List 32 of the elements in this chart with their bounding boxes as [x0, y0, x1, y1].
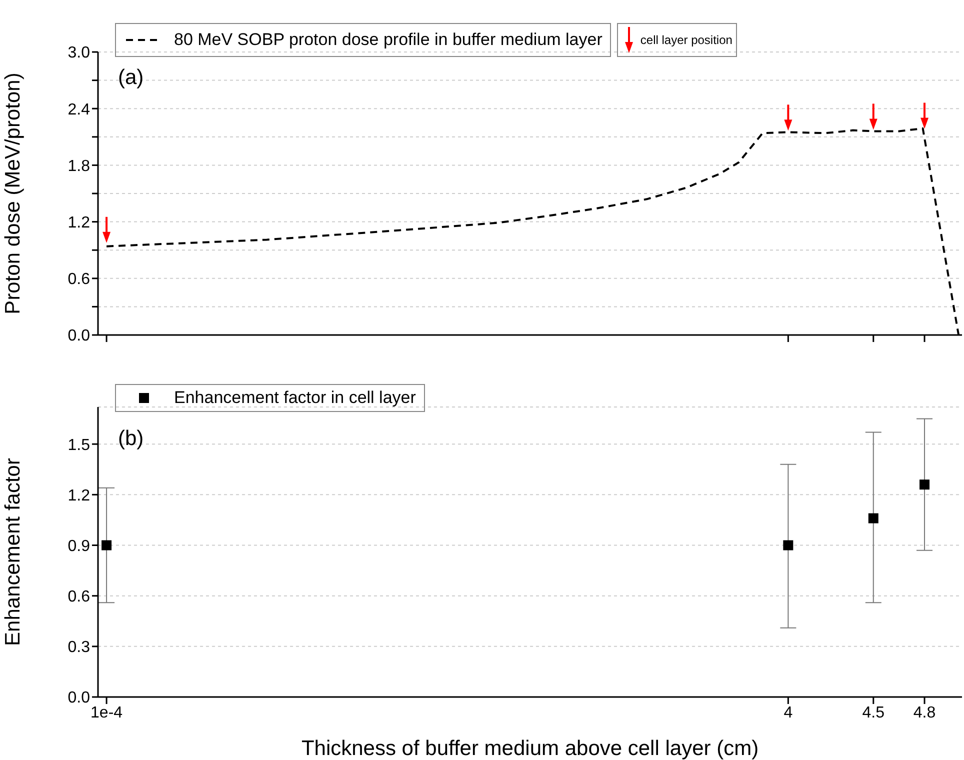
y-tick-label: 1.2: [68, 214, 90, 232]
x-tick-label: 1e-4: [90, 704, 123, 722]
point: [868, 513, 878, 524]
legend-label: 80 MeV SOBP proton dose profile in buffer medium layer: [174, 30, 602, 50]
point: [783, 540, 794, 550]
point: [784, 120, 792, 131]
y-tick-label: 1.5: [68, 436, 90, 454]
annotation: (a): [118, 66, 144, 90]
y-tick-label: 1.2: [68, 487, 90, 504]
x-axis-title: Thickness of buffer medium above cell layer (cm): [301, 737, 759, 760]
annotation: (b): [118, 427, 144, 451]
y-axis-title: Enhancement factor: [1, 458, 24, 646]
x-tick-label: 4.8: [913, 704, 936, 722]
x-tick-label: 4: [784, 704, 793, 722]
y-tick-label: 0.6: [68, 271, 90, 288]
y-axis-title: Proton dose (MeV/proton): [1, 72, 24, 314]
point: [102, 232, 111, 243]
legend-label: cell layer position: [640, 33, 732, 47]
y-tick-label: 0.6: [68, 588, 90, 606]
text: 0.0: [68, 328, 90, 345]
text: 0.0: [68, 690, 90, 707]
y-tick-label: 0.9: [68, 538, 90, 555]
y-tick-label: 2.4: [68, 101, 90, 118]
y-tick-label: 1.8: [68, 158, 90, 175]
x-tick-label: 4.5: [862, 704, 885, 722]
point: [102, 540, 112, 550]
y-tick-label: 0.3: [68, 639, 90, 656]
point: [869, 118, 878, 130]
point: [920, 480, 930, 490]
legend-label: Enhancement factor in cell layer: [174, 388, 416, 408]
text: 3.0: [68, 44, 90, 62]
point: [920, 118, 929, 129]
